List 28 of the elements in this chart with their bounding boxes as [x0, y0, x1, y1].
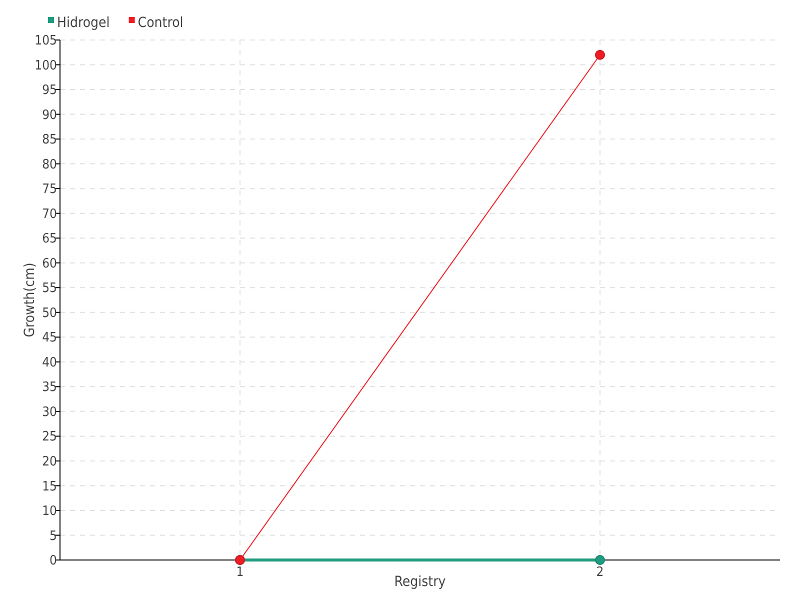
legend-label: Hidrogel — [57, 14, 110, 31]
y-tick-label: 75 — [42, 182, 57, 198]
y-tick-label: 60 — [42, 256, 57, 272]
y-tick-label: 35 — [42, 380, 57, 396]
y-tick-label: 105 — [34, 34, 57, 49]
y-tick-label: 100 — [34, 58, 57, 74]
y-tick-label: 25 — [42, 430, 57, 445]
y-tick-label: 80 — [42, 157, 57, 172]
x-tick-label: 1 — [236, 565, 244, 580]
y-tick-label: 15 — [42, 479, 57, 494]
y-tick-label: 50 — [42, 306, 57, 321]
y-tick-label: 30 — [42, 404, 57, 420]
y-tick-label: 10 — [42, 504, 57, 520]
legend-label: Control — [138, 14, 184, 31]
y-tick-label: 65 — [42, 232, 57, 247]
x-tick-label: 2 — [596, 565, 604, 580]
y-tick-label: 95 — [42, 83, 57, 98]
y-tick-label: 5 — [50, 528, 57, 544]
y-tick-label: 0 — [50, 554, 57, 569]
y-tick-label: 70 — [42, 206, 57, 222]
y-axis-title: Growth(cm) — [22, 262, 38, 338]
x-axis-title: Registry — [394, 574, 446, 590]
y-tick-label: 85 — [42, 132, 57, 148]
y-tick-label: 40 — [42, 355, 57, 370]
y-tick-label: 45 — [42, 330, 57, 346]
y-tick-label: 90 — [42, 108, 57, 123]
y-tick-label: 20 — [42, 454, 57, 470]
y-tick-label: 55 — [42, 281, 57, 296]
